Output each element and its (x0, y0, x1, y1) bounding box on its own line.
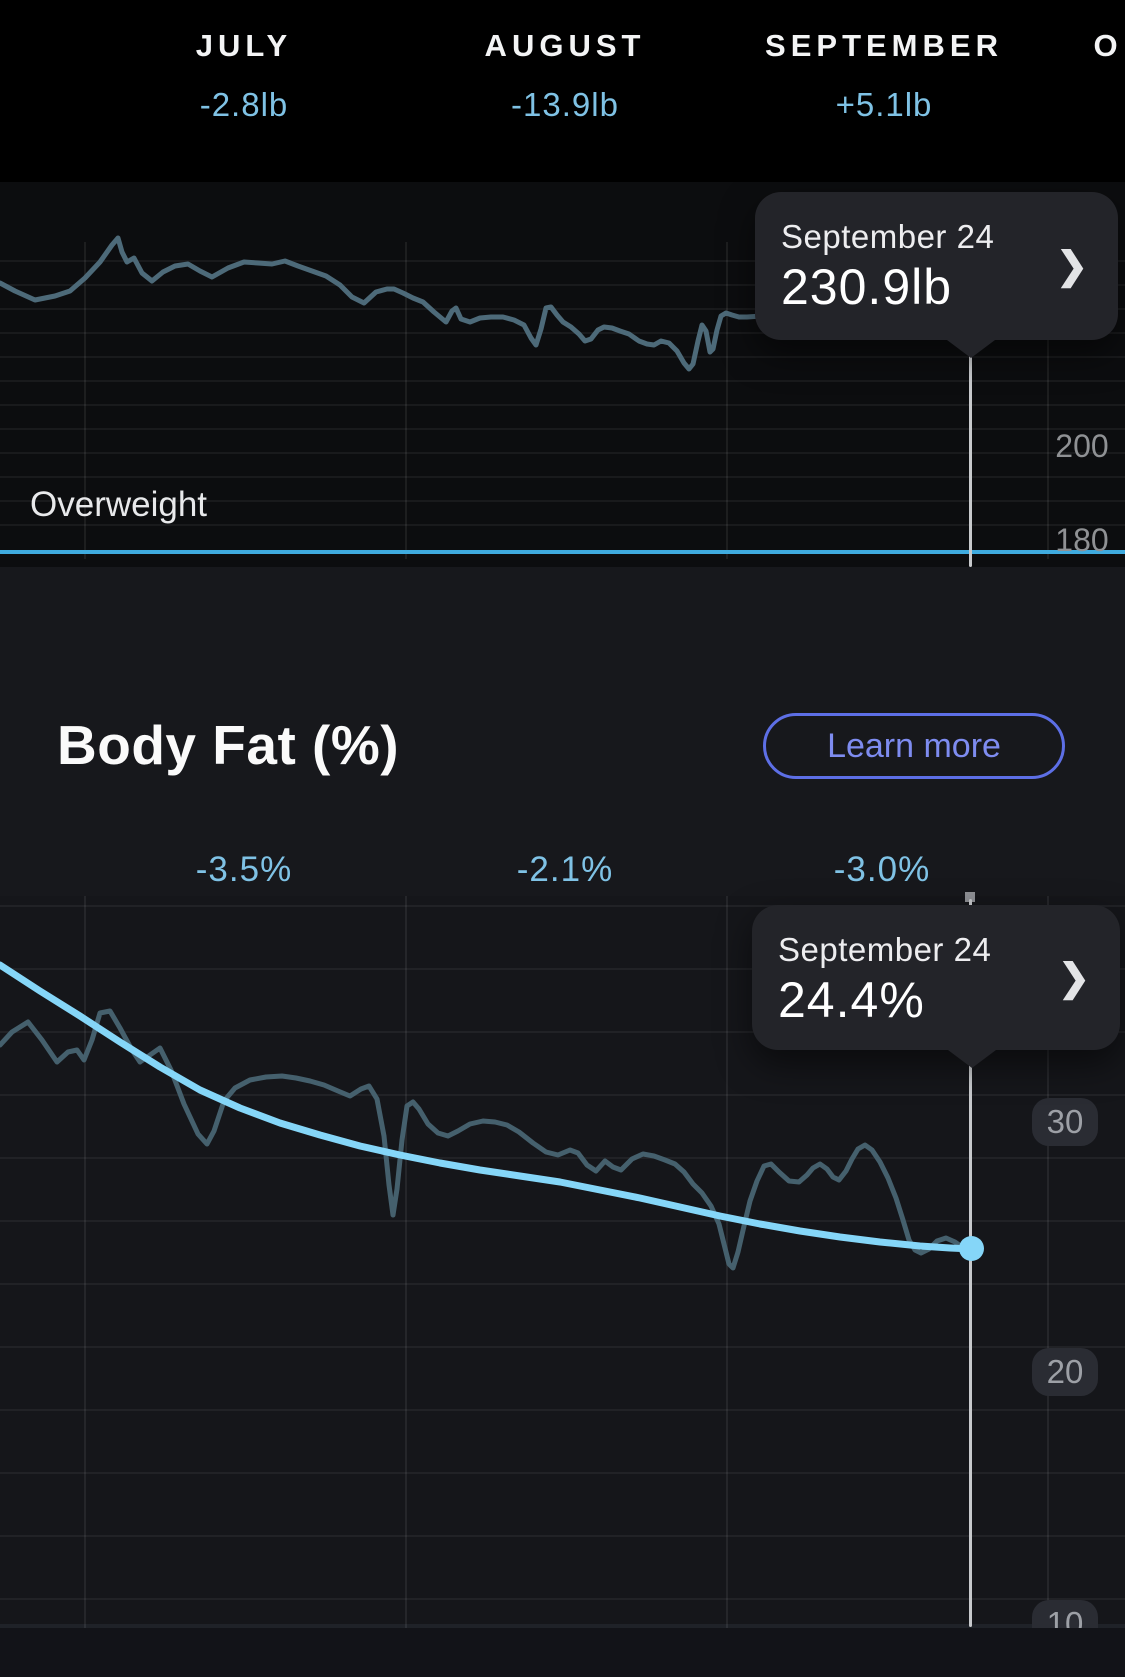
bodyfat-delta-july: -3.5% (195, 850, 293, 889)
gridline-july (84, 242, 86, 559)
weight-chart[interactable]: Overweight 200 180 September 24 230.9lb … (0, 182, 1125, 567)
month-header: JULY -2.8lb AUGUST -13.9lb SEPTEMBER +5.… (0, 0, 1125, 182)
month-column-july: JULY -2.8lb (196, 28, 292, 124)
tooltip-date: September 24 (778, 931, 992, 968)
y-axis-label-20: 20 (1032, 1348, 1098, 1396)
chevron-right-icon[interactable]: ❯ (1056, 245, 1088, 288)
gridline-october (1047, 242, 1049, 559)
learn-more-button[interactable]: Learn more (763, 713, 1065, 779)
month-label: O (1093, 28, 1123, 63)
y-axis-label-30: 30 (1032, 1098, 1098, 1146)
pill-text: 20 (1046, 1353, 1084, 1390)
y-axis-label-180: 180 (1055, 522, 1109, 558)
y-axis-label-200: 200 (1055, 428, 1109, 464)
gridline-september (726, 242, 728, 559)
gridline-september (726, 896, 728, 1628)
weight-tooltip[interactable]: September 24 230.9lb ❯ (755, 192, 1118, 358)
month-column-august: AUGUST -13.9lb (485, 28, 646, 124)
weight-scrubber-line[interactable] (969, 355, 972, 567)
pill-text: 10 (1046, 1605, 1084, 1628)
scrubber-top-cap (965, 892, 975, 902)
body-fat-section: Body Fat (%) Learn more -3.5% -2.1% -3.0… (0, 567, 1125, 1628)
tooltip-value: 230.9lb (781, 259, 953, 315)
gridline-october (1047, 896, 1049, 1628)
gridline-august (405, 242, 407, 559)
month-delta: +5.1lb (835, 86, 933, 123)
tooltip-date: September 24 (781, 218, 995, 255)
bodyfat-delta-september: -3.0% (833, 850, 931, 889)
month-column-october-partial: O (1093, 28, 1122, 64)
next-card-edge (0, 1628, 1125, 1677)
bodyfat-delta-august: -2.1% (516, 850, 614, 889)
selected-point-dot[interactable] (959, 1236, 984, 1261)
bodyfat-scrubber-line[interactable] (969, 899, 972, 1627)
gridline-august (405, 896, 407, 1628)
overweight-threshold-line (0, 550, 1125, 554)
healthy-range-band (0, 1624, 1125, 1628)
overweight-zone-label: Overweight (30, 485, 208, 524)
pill-text: 30 (1046, 1103, 1084, 1140)
learn-more-label: Learn more (827, 726, 1001, 765)
gridline-july (84, 896, 86, 1628)
bodyfat-tooltip[interactable]: September 24 24.4% ❯ (752, 905, 1120, 1068)
month-label: JULY (195, 28, 293, 63)
tooltip-value: 24.4% (778, 972, 925, 1028)
month-delta: -13.9lb (511, 86, 619, 123)
y-axis-label-10: 10 (1032, 1600, 1098, 1628)
chevron-right-icon[interactable]: ❯ (1058, 957, 1090, 999)
month-label: SEPTEMBER (765, 28, 1003, 63)
month-label: AUGUST (484, 28, 646, 63)
month-delta: -2.8lb (199, 86, 289, 123)
section-title: Body Fat (%) (57, 714, 400, 776)
month-column-september: SEPTEMBER +5.1lb (765, 28, 1003, 124)
